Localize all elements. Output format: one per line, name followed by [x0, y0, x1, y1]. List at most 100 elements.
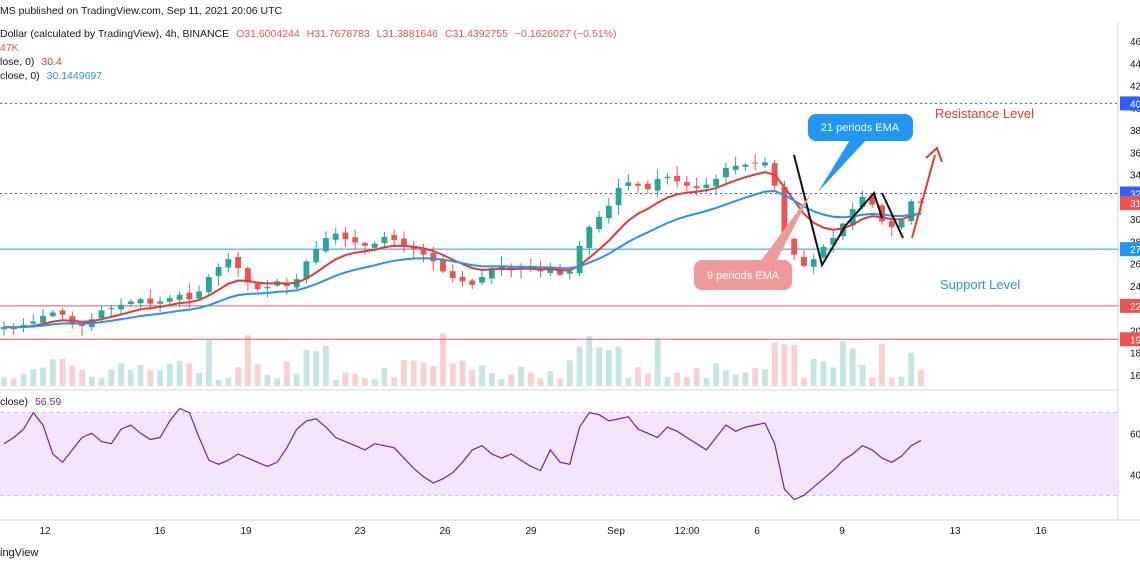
- ohlc-high: H31.7678783: [306, 28, 370, 40]
- candle-body: [898, 220, 905, 228]
- candle-body: [488, 268, 495, 279]
- price-tag-box: [1120, 242, 1140, 257]
- price-tick-label: 46: [1130, 37, 1140, 48]
- volume-bar: [849, 348, 856, 386]
- volume-bar: [352, 374, 359, 386]
- volume-bar: [79, 370, 85, 386]
- volume-bar: [479, 365, 485, 386]
- volume-bar: [137, 365, 144, 386]
- candle-body: [352, 237, 359, 243]
- volume-bar: [557, 378, 563, 386]
- price-tag-label: 31: [1130, 199, 1140, 210]
- volume-bar: [362, 378, 368, 386]
- volume-bar: [908, 352, 915, 386]
- candle-body: [283, 283, 290, 286]
- volume-bar: [722, 370, 729, 386]
- volume-bar: [127, 370, 134, 386]
- ema-lines: [3, 171, 922, 329]
- candle-body: [30, 321, 37, 324]
- volume-bar: [459, 360, 466, 386]
- candle-body: [225, 259, 232, 268]
- ema21-callout-pointer: [818, 140, 866, 192]
- volume-bar: [742, 372, 749, 386]
- price-tag-label: 27: [1130, 245, 1140, 256]
- ema21-callout-text: 21 periods EMA: [821, 122, 900, 134]
- annotation-drawings: [694, 114, 943, 290]
- ema9-callout-pointer: [760, 192, 812, 262]
- volume-bar: [664, 377, 671, 386]
- volume-bar: [703, 378, 710, 386]
- volume-bar: [547, 371, 554, 386]
- price-tick-label: 24: [1130, 282, 1140, 293]
- candle-body: [605, 205, 612, 219]
- candle-body: [791, 238, 798, 255]
- volume-bar: [1, 377, 7, 386]
- candle-body: [401, 238, 407, 247]
- candle-body: [147, 298, 154, 304]
- candle-body: [264, 286, 271, 289]
- volume-bar: [469, 369, 476, 386]
- volume-bar: [527, 372, 534, 386]
- volume-bar: [118, 363, 124, 386]
- candle-body: [596, 216, 603, 230]
- time-tick-label: 23: [354, 526, 366, 537]
- candle-body: [830, 238, 837, 245]
- volume-bar: [10, 378, 17, 386]
- candle-body: [732, 165, 739, 170]
- candle-body: [615, 187, 622, 206]
- volume-bar: [440, 333, 446, 386]
- candle-body: [362, 243, 368, 246]
- volume-bar: [615, 346, 622, 386]
- price-tick-label: 42: [1130, 82, 1140, 93]
- candle-body: [440, 259, 446, 272]
- volume-bar: [166, 363, 173, 386]
- volume-bar: [235, 367, 242, 386]
- volume-bar: [625, 378, 632, 386]
- candle-body: [683, 182, 690, 186]
- ema21-label: close, 0): [0, 70, 40, 82]
- candle-body: [332, 233, 339, 240]
- volume-bar: [566, 360, 573, 386]
- candle-body: [176, 294, 183, 300]
- candle-body: [869, 195, 876, 205]
- volume-bar: [59, 358, 66, 386]
- time-axis: 12 16 19 23 26 29 Sep 12:00 6 9 13 16: [39, 526, 1047, 537]
- candle-body: [430, 252, 437, 262]
- candle-body: [459, 276, 466, 282]
- trend-zigzag-2: [881, 192, 904, 239]
- price-tag-label: 19: [1130, 335, 1140, 346]
- price-tick-label: 34: [1130, 171, 1140, 182]
- time-tick-label: Sep: [607, 526, 625, 537]
- volume-bar: [791, 344, 798, 386]
- volume-bar: [918, 369, 924, 386]
- candle-body: [644, 183, 651, 190]
- volume-bar: [683, 377, 690, 386]
- volume-bar: [391, 377, 398, 386]
- volume-bar: [40, 367, 46, 386]
- ema9-value: 30.4: [41, 56, 62, 68]
- published-line: MS published on TradingView.com, Sep 11,…: [0, 5, 283, 17]
- candle-body: [303, 261, 310, 280]
- candle-body: [10, 328, 17, 330]
- volume-bar: [293, 373, 300, 386]
- volume-bar: [108, 369, 115, 386]
- volume-bar: [596, 347, 603, 386]
- candle-body: [79, 323, 85, 326]
- volume-bar: [225, 378, 232, 386]
- candle-body: [576, 245, 583, 274]
- volume-bar: [176, 361, 183, 386]
- volume-bar: [635, 367, 642, 386]
- volume-bar: [820, 361, 827, 386]
- volume-tag: 47K: [0, 42, 19, 54]
- volume-bar: [761, 369, 768, 386]
- candle-body: [674, 175, 681, 182]
- price-tag-label: 40: [1130, 99, 1140, 110]
- ema21-callout-bubble: [808, 114, 913, 141]
- candle-body: [196, 291, 203, 299]
- price-tag-label: 22: [1130, 302, 1140, 313]
- candle-body: [781, 187, 788, 237]
- candle-body: [254, 283, 261, 290]
- price-tick-label: 36: [1130, 148, 1140, 159]
- candle-body: [449, 271, 456, 279]
- candle-body: [313, 249, 320, 263]
